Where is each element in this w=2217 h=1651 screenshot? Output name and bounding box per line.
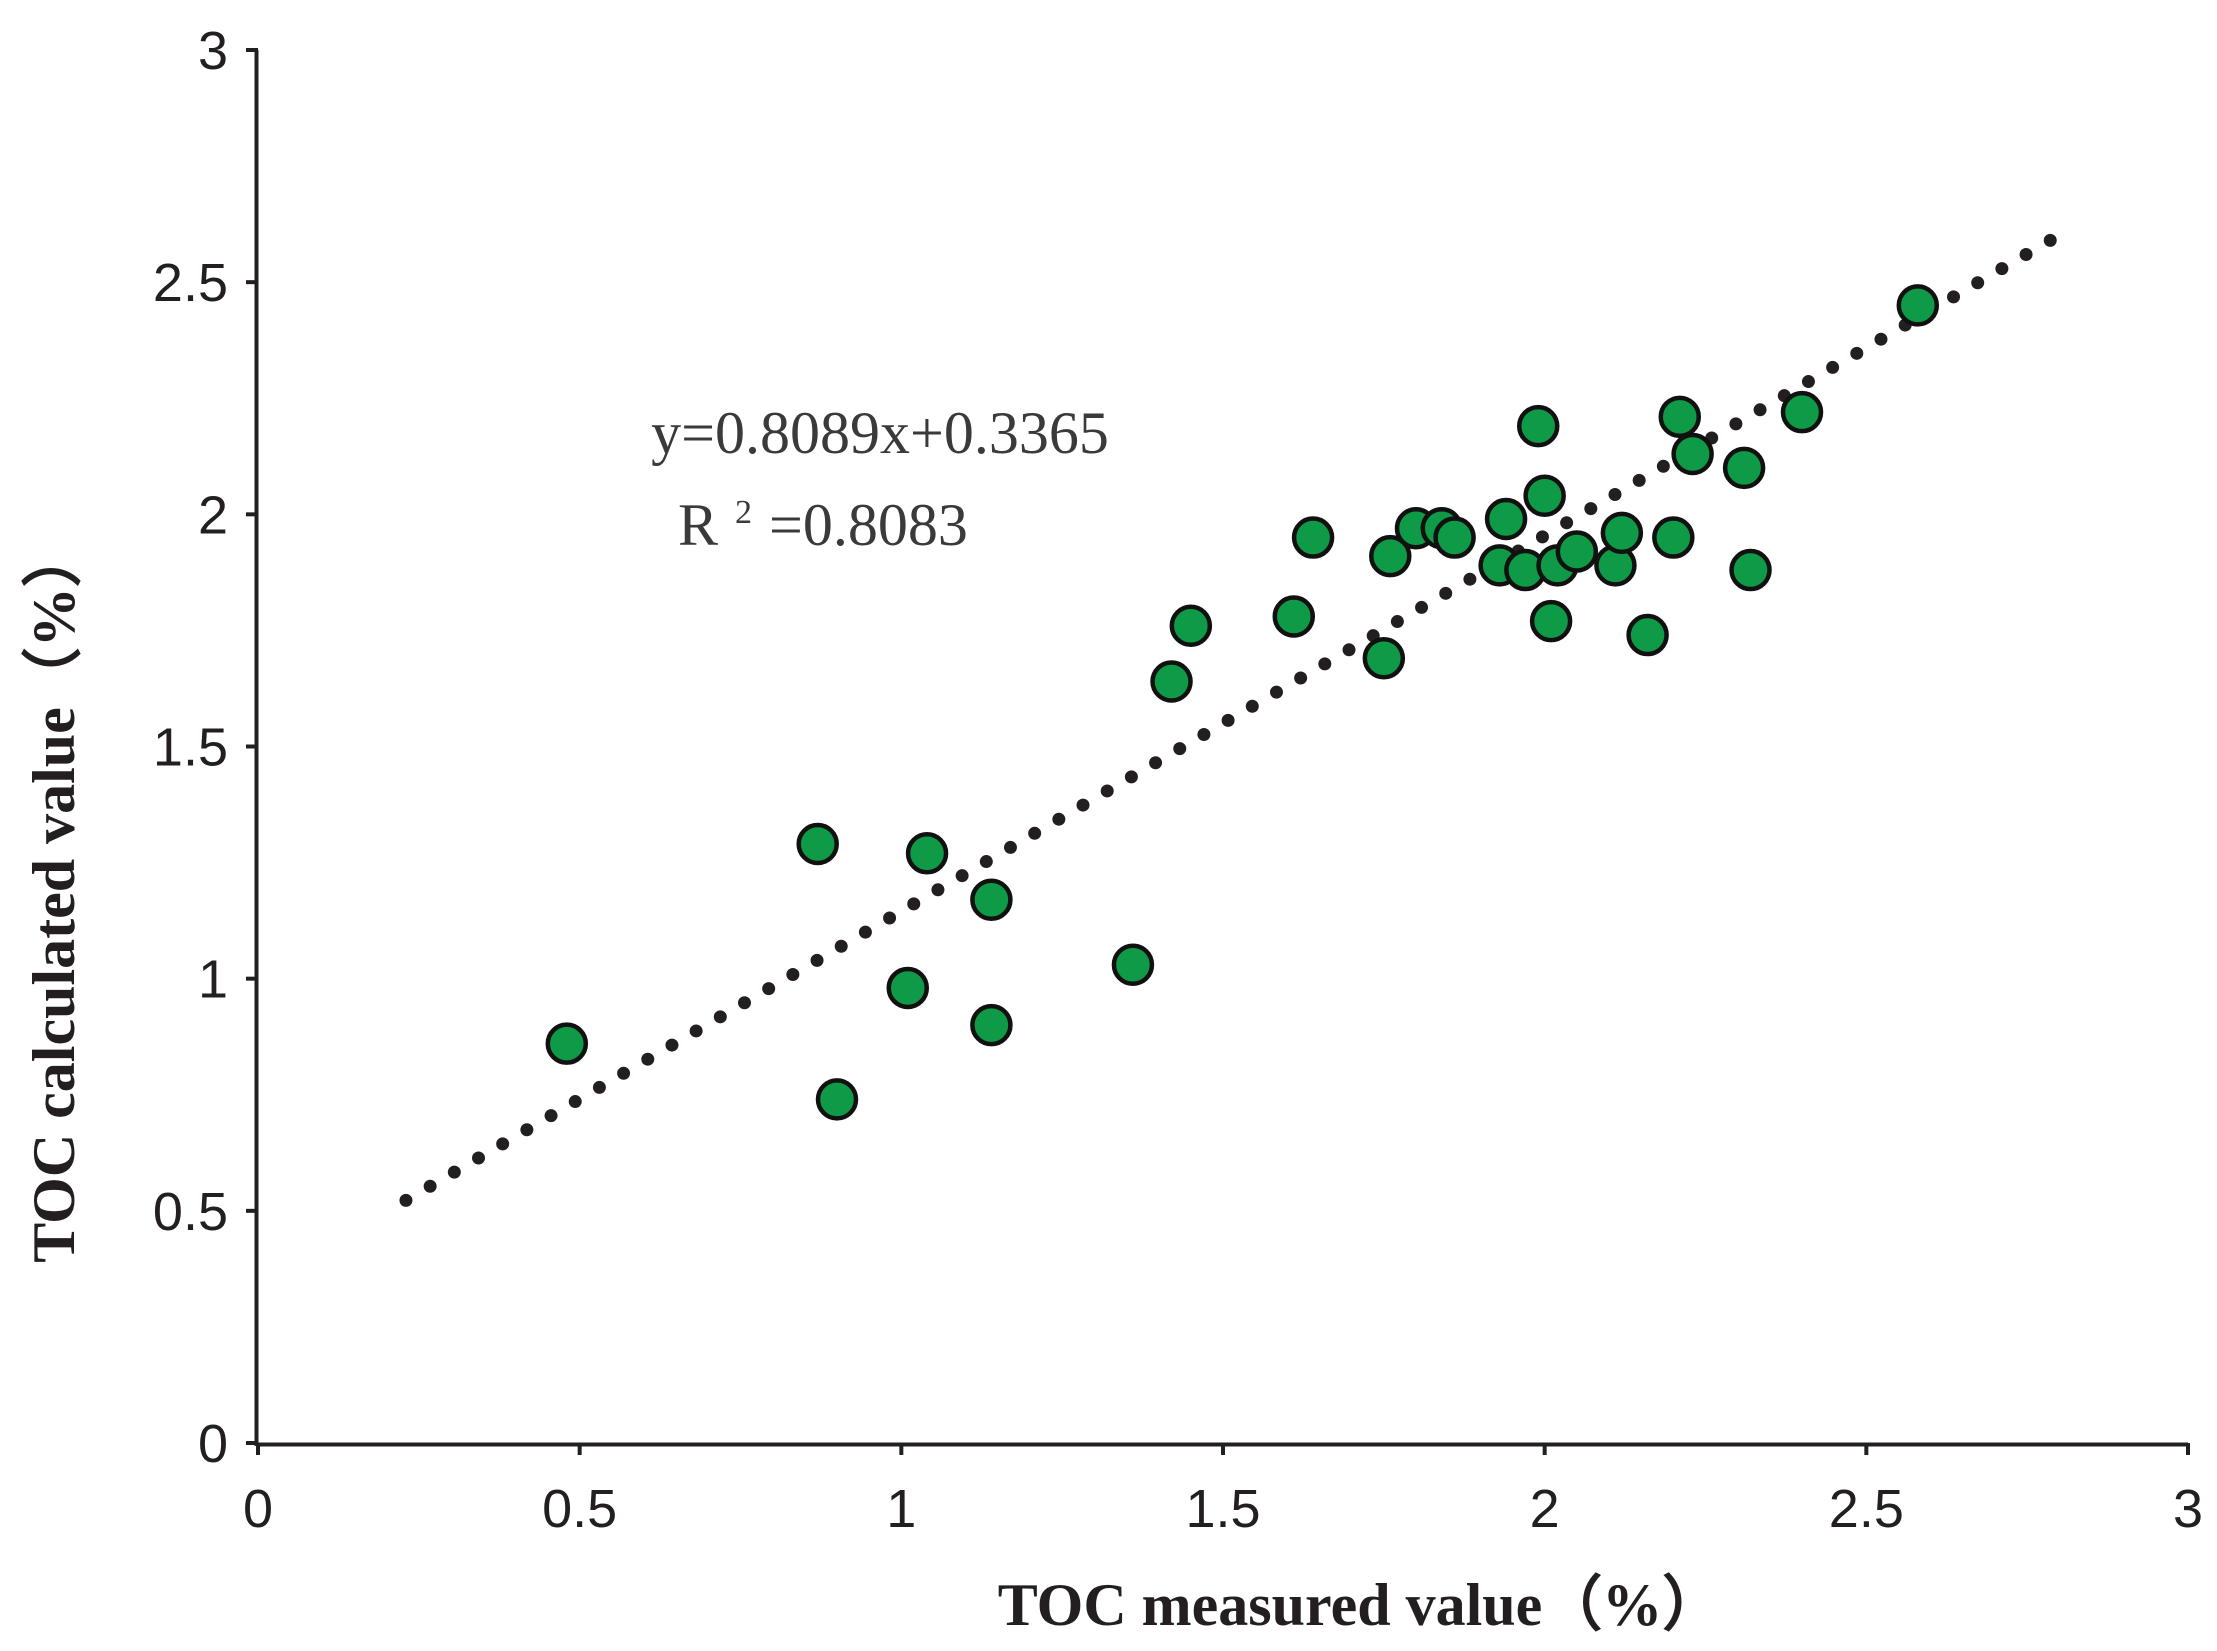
x-axis-title: TOC measured value（%） xyxy=(998,1571,1722,1638)
ticks: 0 0.5 1 1.5 2 2.5 3 0 0.5 1 1.5 2 2.5 3 xyxy=(153,21,2203,1539)
y-tick-label: 1.5 xyxy=(153,718,228,778)
data-point xyxy=(1362,637,1406,680)
data-point xyxy=(1484,497,1528,541)
data-point xyxy=(1516,404,1560,448)
data-point xyxy=(1369,534,1412,578)
r-value: =0.8083 xyxy=(769,492,968,558)
r-superscript: 2 xyxy=(735,494,752,531)
axes xyxy=(254,50,2188,1447)
x-tick-label: 2 xyxy=(1530,1479,1560,1539)
data-point xyxy=(1111,943,1155,986)
x-tick-label: 1.5 xyxy=(1185,1479,1260,1539)
data-point xyxy=(970,1003,1013,1047)
x-tick-label: 0 xyxy=(243,1479,273,1539)
data-points xyxy=(545,284,1940,1121)
data-point xyxy=(1722,446,1766,490)
data-point xyxy=(1433,516,1476,559)
x-tick-label: 0.5 xyxy=(542,1479,617,1539)
data-point xyxy=(1896,284,1940,327)
data-point xyxy=(1529,599,1573,643)
data-point xyxy=(1626,613,1669,657)
data-point xyxy=(815,1078,859,1121)
x-tick-label: 2.5 xyxy=(1829,1479,1904,1539)
data-point xyxy=(1652,516,1695,559)
regression-equation: y=0.8089x+0.3365 xyxy=(651,400,1109,466)
data-point xyxy=(1169,604,1213,648)
data-point xyxy=(1291,516,1335,559)
data-point xyxy=(1150,660,1193,703)
data-point xyxy=(796,822,839,866)
y-tick-label: 0 xyxy=(198,1414,228,1474)
y-tick-label: 2 xyxy=(198,485,228,545)
data-point xyxy=(970,878,1013,921)
x-tick-label: 3 xyxy=(2173,1479,2203,1539)
data-point xyxy=(1658,395,1702,439)
y-tick-label: 2.5 xyxy=(153,253,228,313)
trendline-path xyxy=(399,232,2060,1207)
data-point xyxy=(545,1022,589,1065)
x-tick-label: 1 xyxy=(886,1479,916,1539)
y-tick-label: 0.5 xyxy=(153,1182,228,1242)
data-point xyxy=(1729,548,1772,592)
data-point xyxy=(905,832,949,875)
data-point xyxy=(1671,432,1714,476)
data-point xyxy=(1555,530,1599,573)
y-axis-title: TOC calculated value（%） xyxy=(20,527,87,1263)
r-squared: R 2 =0.8083 xyxy=(678,470,968,558)
data-point xyxy=(1780,390,1824,434)
y-tick-label: 1 xyxy=(198,950,228,1010)
data-point xyxy=(1272,595,1316,638)
data-point xyxy=(886,966,930,1010)
r-label: R xyxy=(678,492,718,558)
y-tick-label: 3 xyxy=(198,21,228,81)
data-point xyxy=(1523,474,1566,518)
data-point xyxy=(1600,511,1644,555)
trendline xyxy=(399,232,2060,1207)
